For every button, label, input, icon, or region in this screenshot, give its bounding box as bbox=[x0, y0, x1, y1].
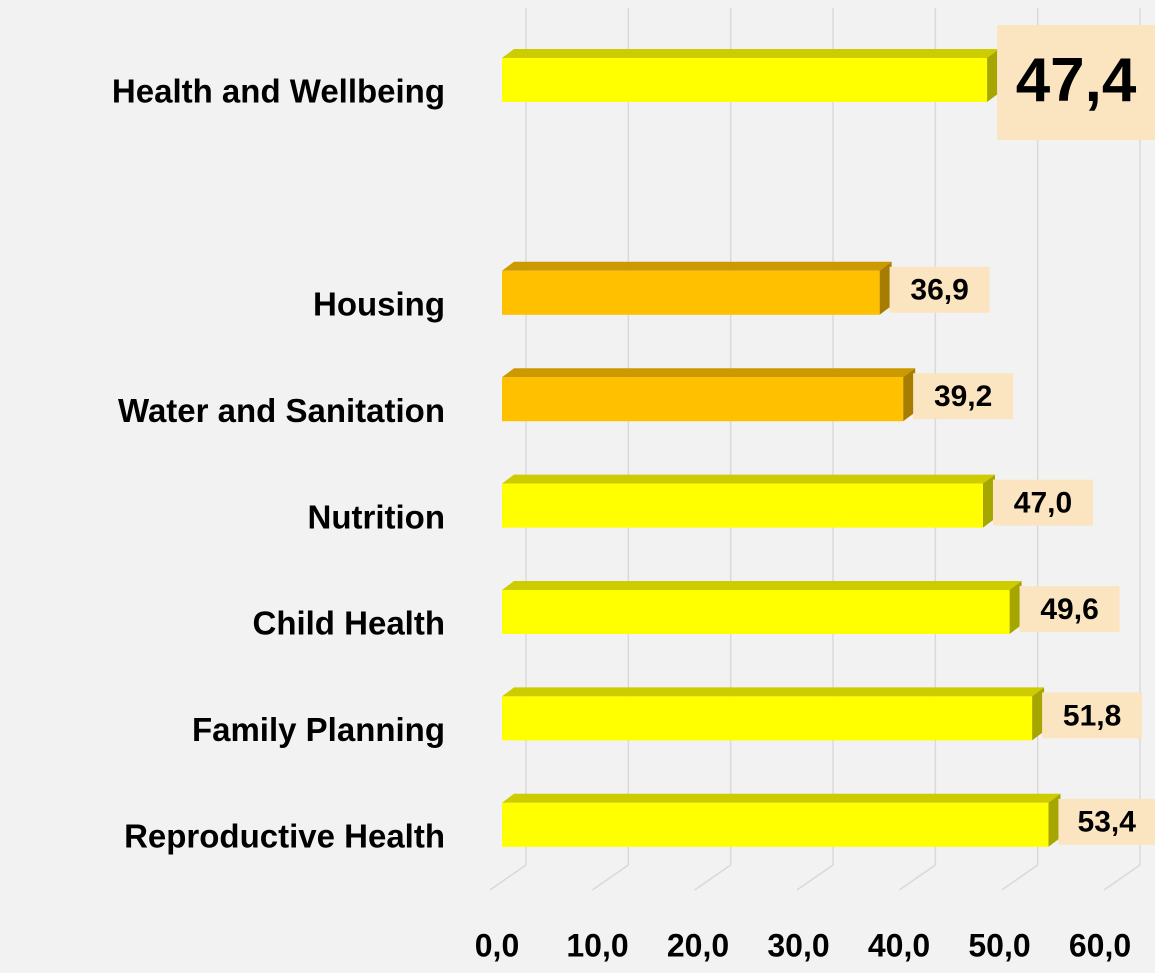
bar bbox=[502, 802, 1049, 847]
bar-side bbox=[1032, 687, 1045, 741]
bar bbox=[502, 590, 1010, 634]
category-label: Child Health bbox=[252, 605, 445, 642]
bar-top bbox=[502, 261, 892, 271]
bar-side bbox=[1009, 581, 1022, 634]
floor-line bbox=[796, 864, 834, 891]
bar-side bbox=[982, 474, 995, 528]
value-label-box bbox=[992, 479, 1093, 526]
x-tick-label: 30,0 bbox=[767, 927, 829, 963]
value-label: 47,0 bbox=[1014, 487, 1072, 520]
bar-top bbox=[502, 474, 995, 484]
category-label: Housing bbox=[313, 286, 445, 323]
x-tick-label: 40,0 bbox=[868, 927, 930, 963]
value-label: 49,6 bbox=[1040, 593, 1098, 626]
value-label: 53,4 bbox=[1078, 806, 1137, 839]
bar-side bbox=[879, 261, 892, 315]
bar-top bbox=[502, 581, 1022, 590]
x-tick-label: 20,0 bbox=[667, 927, 729, 963]
x-tick-label: 10,0 bbox=[566, 927, 628, 963]
category-label: Water and Sanitation bbox=[118, 392, 445, 429]
floor-line bbox=[694, 864, 732, 891]
value-label-box bbox=[1042, 692, 1143, 739]
value-label: 39,2 bbox=[934, 380, 992, 413]
x-tick-label: 0,0 bbox=[475, 927, 519, 963]
category-label: Health and Wellbeing bbox=[112, 73, 445, 110]
floor-line bbox=[489, 864, 527, 891]
floor-line bbox=[898, 864, 936, 891]
bar bbox=[502, 483, 983, 528]
value-label-box bbox=[997, 25, 1155, 140]
category-label: Family Planning bbox=[192, 711, 445, 748]
bar bbox=[502, 696, 1033, 741]
floor-line bbox=[1001, 864, 1039, 891]
value-label: 51,8 bbox=[1063, 699, 1121, 732]
bar bbox=[502, 270, 880, 315]
bar-top bbox=[502, 49, 1000, 58]
floor-line bbox=[1103, 864, 1141, 891]
bar-top bbox=[502, 687, 1045, 697]
bar-side bbox=[987, 49, 1000, 102]
floor-line bbox=[591, 864, 629, 891]
value-label: 47,4 bbox=[1016, 46, 1137, 115]
value-label-box bbox=[1058, 798, 1155, 845]
bar bbox=[502, 58, 988, 102]
value-label: 36,9 bbox=[910, 274, 968, 307]
bar bbox=[502, 377, 904, 422]
bar-side bbox=[1048, 793, 1061, 847]
bar-top bbox=[502, 793, 1061, 803]
value-label-box bbox=[889, 266, 990, 313]
category-label: Nutrition bbox=[308, 498, 445, 535]
value-label-box bbox=[913, 373, 1014, 420]
bar-top bbox=[502, 368, 916, 378]
x-tick-label: 50,0 bbox=[968, 927, 1030, 963]
value-label-box bbox=[1019, 586, 1120, 632]
x-tick-label: 60,0 bbox=[1069, 927, 1131, 963]
category-label: Reproductive Health bbox=[124, 818, 445, 855]
bar-side bbox=[903, 368, 916, 422]
